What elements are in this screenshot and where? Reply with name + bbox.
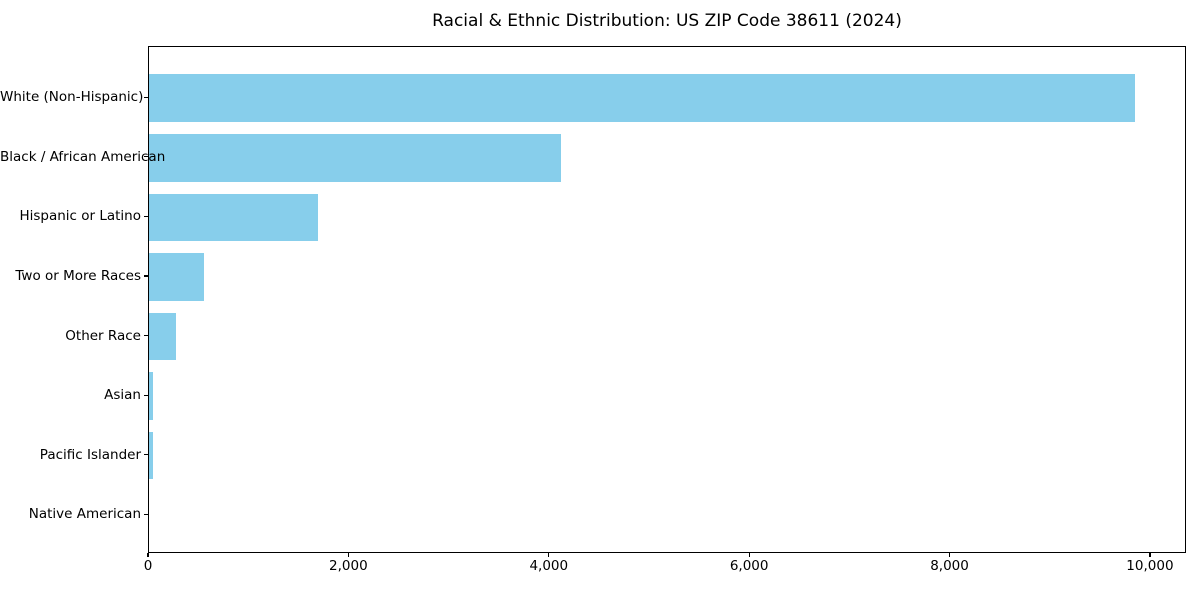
x-tick-mark	[147, 553, 149, 557]
y-tick-mark	[144, 394, 148, 396]
x-tick-mark	[548, 553, 550, 557]
x-tick-label: 10,000	[1126, 558, 1174, 574]
chart-title: Racial & Ethnic Distribution: US ZIP Cod…	[432, 11, 902, 31]
y-tick-label: White (Non-Hispanic)	[0, 89, 144, 106]
bar	[149, 74, 1135, 122]
bar	[149, 312, 176, 361]
x-tick-mark	[948, 553, 951, 557]
bar	[149, 134, 561, 182]
bar	[149, 431, 154, 480]
y-tick-label: Other Race	[65, 327, 141, 344]
plot-area	[148, 46, 1186, 553]
x-tick-mark	[347, 553, 349, 557]
y-tick-label: Asian	[104, 387, 141, 404]
bar	[149, 372, 154, 420]
y-tick-mark	[144, 96, 148, 98]
bar	[149, 253, 204, 301]
y-tick-mark	[144, 334, 148, 337]
x-tick-label: 6,000	[729, 558, 769, 574]
y-tick-label: Two or More Races	[15, 267, 141, 284]
y-tick-label: Native American	[28, 506, 141, 523]
y-tick-mark	[144, 156, 148, 158]
x-tick-label: 8,000	[930, 558, 969, 574]
x-tick-mark	[748, 553, 750, 557]
x-tick-label: 4,000	[529, 558, 569, 574]
y-tick-mark	[144, 275, 148, 277]
x-tick-mark	[1149, 553, 1151, 557]
y-tick-label: Hispanic or Latino	[19, 208, 141, 225]
y-tick-label: Pacific Islander	[39, 446, 141, 463]
y-tick-mark	[144, 454, 148, 456]
x-tick-label: 2,000	[329, 558, 368, 574]
y-tick-label: Black / African American	[0, 148, 166, 165]
bar	[149, 193, 318, 242]
y-tick-mark	[144, 215, 148, 217]
y-tick-mark	[144, 513, 148, 515]
x-tick-label: 0	[143, 558, 153, 574]
